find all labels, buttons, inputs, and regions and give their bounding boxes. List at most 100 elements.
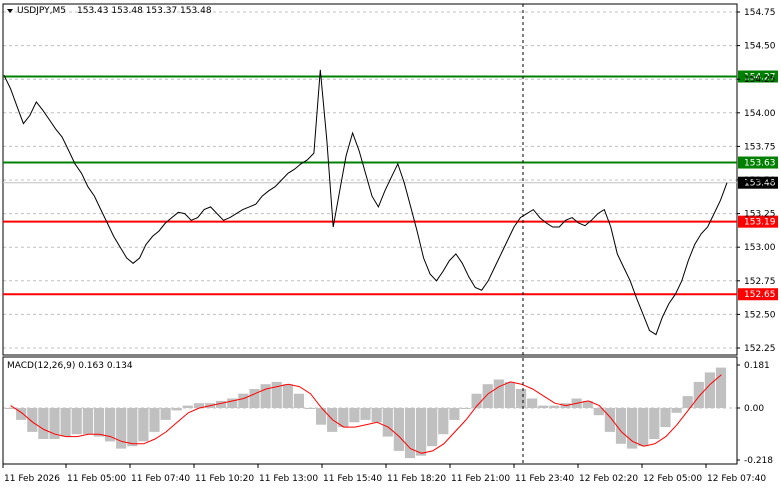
x-tick-label: 11 Feb 23:40 xyxy=(515,474,574,484)
macd-histogram-bar xyxy=(649,408,660,439)
macd-histogram-bar xyxy=(282,384,293,408)
y-tick-label: 153.25 xyxy=(744,210,776,220)
macd-histogram-bar xyxy=(182,405,193,408)
macd-histogram-bar xyxy=(504,381,515,408)
macd-histogram-bar xyxy=(449,408,460,420)
macd-histogram-bar xyxy=(16,408,27,420)
current-price-tag xyxy=(738,176,778,189)
y-tick-label: 153.50 xyxy=(744,176,776,186)
macd-histogram xyxy=(5,367,727,459)
x-tick-label: 12 Feb 05:00 xyxy=(643,474,702,484)
macd-histogram-bar xyxy=(438,408,449,435)
macd-histogram-bar xyxy=(5,408,16,409)
triangle-down-icon[interactable] xyxy=(7,9,13,13)
macd-histogram-bar xyxy=(682,396,693,408)
macd-histogram-bar xyxy=(582,400,593,408)
macd-histogram-bar xyxy=(660,408,671,428)
y-tick-label: 153.00 xyxy=(744,243,776,253)
macd-histogram-bar xyxy=(38,408,49,439)
macd-histogram-bar xyxy=(338,408,349,428)
macd-histogram-bar xyxy=(382,408,393,437)
macd-histogram-bar xyxy=(482,384,493,408)
x-tick-label: 11 Feb 18:20 xyxy=(387,474,446,484)
y-tick-label: 154.25 xyxy=(744,75,776,85)
level-price-label: 154.27 xyxy=(744,73,776,83)
macd-histogram-bar xyxy=(393,408,404,451)
macd-histogram-bar xyxy=(60,408,71,437)
macd-histogram-bar xyxy=(638,408,649,447)
macd-histogram-bar xyxy=(216,400,227,408)
macd-histogram-bar xyxy=(304,408,316,409)
x-tick-label: 11 Feb 10:20 xyxy=(195,474,254,484)
y-tick-label: 152.50 xyxy=(744,310,776,320)
macd-histogram-bar xyxy=(227,398,238,408)
macd-histogram-bar xyxy=(604,408,615,432)
level-price-tag xyxy=(738,156,778,169)
macd-histogram-bar xyxy=(671,408,682,413)
macd-histogram-bar xyxy=(71,408,82,435)
macd-histogram-bar xyxy=(493,379,504,408)
macd-histogram-bar xyxy=(360,408,371,420)
macd-histogram-bar xyxy=(316,408,327,425)
macd-histogram-bar xyxy=(293,393,304,408)
x-tick-label: 11 Feb 13:00 xyxy=(259,474,318,484)
level-price-label: 153.63 xyxy=(744,159,776,169)
macd-histogram-bar xyxy=(349,408,360,423)
macd-label: MACD(12,26,9) 0.163 0.134 xyxy=(7,361,133,371)
macd-histogram-bar xyxy=(160,408,171,420)
y-tick-label: 154.00 xyxy=(744,109,776,119)
macd-histogram-bar xyxy=(27,408,38,432)
macd-histogram-bar xyxy=(82,408,93,435)
macd-histogram-bar xyxy=(416,408,427,456)
macd-tick-label: 0.181 xyxy=(744,361,770,371)
macd-histogram-bar xyxy=(538,405,549,408)
ohlc-label: 153.43 153.48 153.37 153.48 xyxy=(77,6,212,16)
price-grid xyxy=(3,11,737,349)
price-pane[interactable]: 154.27 153.63 153.19 152.65 153.48 154.75 154… xyxy=(2,3,778,356)
macd-histogram-bar xyxy=(693,381,704,408)
macd-histogram-bar xyxy=(93,408,105,437)
current-price-label: 153.48 xyxy=(744,179,776,189)
x-tick-label: 11 Feb 05:00 xyxy=(67,474,126,484)
macd-histogram-bar xyxy=(193,403,204,408)
macd-histogram-bar xyxy=(105,408,116,442)
x-tick-label: 11 Feb 15:40 xyxy=(323,474,382,484)
macd-histogram-bar xyxy=(116,408,127,449)
macd-tick-label: -0.218 xyxy=(744,456,773,466)
macd-histogram-bar xyxy=(516,389,527,408)
x-tick-label: 12 Feb 07:40 xyxy=(707,474,766,484)
macd-histogram-bar xyxy=(460,408,471,409)
x-tick-label: 11 Feb 2026 xyxy=(4,474,60,484)
macd-histogram-bar xyxy=(260,384,271,408)
macd-pane[interactable]: 0.181 0.00 -0.218 MACD(12,26,9) 0.163 0.13… xyxy=(2,356,773,466)
macd-histogram-bar xyxy=(404,408,416,459)
macd-histogram-bar xyxy=(138,408,149,442)
macd-pane-border xyxy=(2,356,738,465)
macd-histogram-bar xyxy=(427,408,438,447)
macd-histogram-bar xyxy=(715,367,727,408)
macd-histogram-bar xyxy=(249,389,260,408)
y-tick-label: 154.50 xyxy=(744,42,776,52)
y-tick-label: 152.25 xyxy=(744,344,776,354)
x-tick-label: 11 Feb 21:00 xyxy=(451,474,510,484)
macd-histogram-bar xyxy=(471,393,482,408)
macd-signal-line xyxy=(10,374,722,454)
chart-header: USDJPY,M5 153.43 153.48 153.37 153.48 xyxy=(7,6,212,16)
macd-histogram-bar xyxy=(615,408,627,444)
y-tick-label: 152.75 xyxy=(744,277,776,287)
price-line xyxy=(3,69,728,336)
macd-histogram-bar xyxy=(127,408,138,447)
macd-histogram-bar xyxy=(527,398,538,408)
macd-histogram-bar xyxy=(593,408,604,416)
level-price-tag xyxy=(738,215,778,228)
level-price-tag xyxy=(738,70,778,83)
macd-histogram-bar xyxy=(238,393,249,408)
level-price-tag xyxy=(738,288,778,301)
price-y-axis: 154.75154.50154.25154.00153.75153.50153.… xyxy=(737,8,776,354)
macd-histogram-bar xyxy=(149,408,160,432)
y-tick-label: 154.75 xyxy=(744,8,776,18)
macd-y-axis: 0.181 0.00 -0.218 xyxy=(737,361,773,466)
macd-histogram-bar xyxy=(549,405,560,408)
x-tick-label: 12 Feb 02:20 xyxy=(579,474,638,484)
